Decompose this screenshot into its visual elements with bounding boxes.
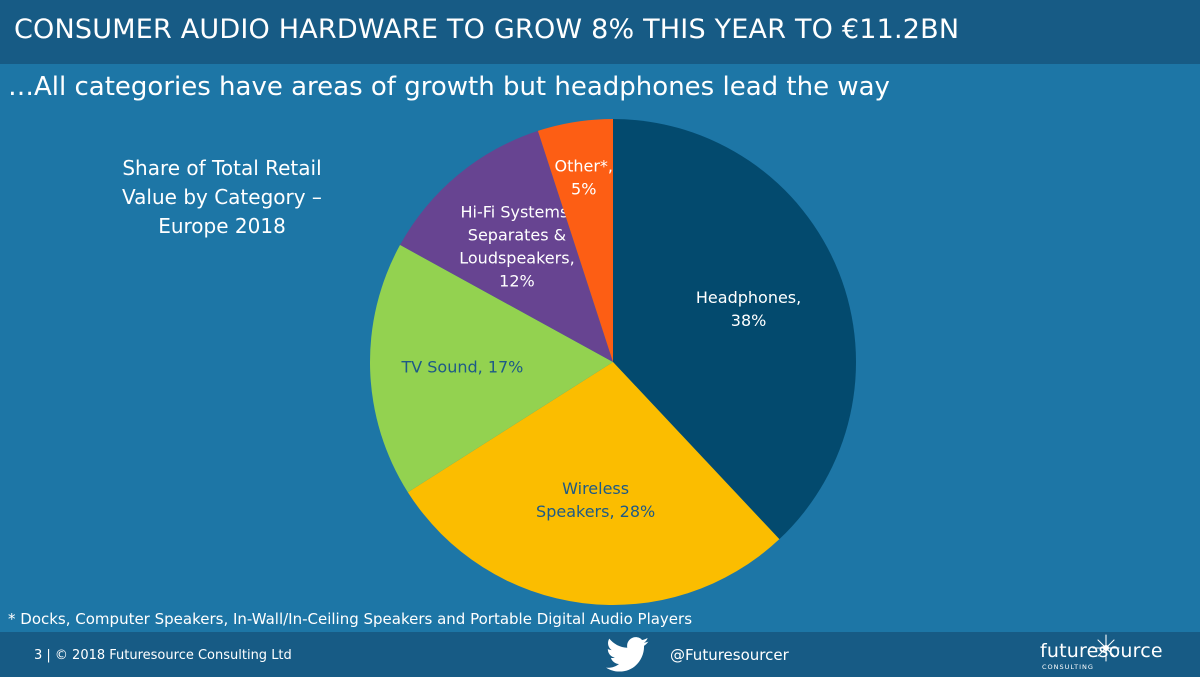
slice-label: Other*, 5%: [554, 157, 613, 199]
logo-subtext: CONSULTING: [1042, 663, 1094, 671]
twitter-handle[interactable]: @Futuresourcer: [670, 646, 789, 664]
slice-label-line: Hi-Fi Systems,: [461, 202, 574, 221]
pie-slice: [537, 119, 613, 362]
slice-label-line: 38%: [731, 311, 767, 330]
chart-title: Share of Total Retail Value by Category …: [84, 154, 360, 241]
logo-wordmark: futuresource: [1040, 640, 1163, 662]
slice-label-line: Separates &: [468, 225, 566, 244]
footnote: * Docks, Computer Speakers, In-Wall/In-C…: [8, 610, 693, 628]
slice-label-line: Wireless: [562, 479, 629, 498]
slice-label: Hi-Fi Systems, Separates & Loudspeakers, 12…: [459, 202, 574, 290]
chart-title-line: Share of Total Retail: [122, 156, 322, 180]
slide-subtitle: …All categories have areas of growth but…: [8, 72, 890, 102]
title-bar: CONSUMER AUDIO HARDWARE TO GROW 8% THIS …: [0, 0, 1200, 64]
pie-slice: [369, 244, 613, 493]
slice-label-line: Loudspeakers,: [459, 248, 574, 267]
slice-label-line: Other*,: [554, 157, 613, 176]
star-burst-icon: [1092, 634, 1120, 662]
slice-label-line: Headphones,: [696, 288, 801, 307]
slice-label: Headphones, 38%: [696, 288, 801, 330]
slice-label-line: 12%: [499, 271, 535, 290]
chart-title-line: Europe 2018: [158, 214, 286, 238]
slice-label-line: Speakers, 28%: [536, 502, 655, 521]
slide-title: CONSUMER AUDIO HARDWARE TO GROW 8% THIS …: [14, 14, 960, 45]
slice-label-line: TV Sound, 17%: [400, 358, 523, 377]
futuresource-logo: futuresource CONSULTING: [1040, 634, 1163, 674]
chart-title-line: Value by Category –: [122, 185, 322, 209]
footer-bar: 3 | © 2018 Futuresource Consulting Ltd @…: [0, 632, 1200, 677]
slice-label: Wireless Speakers, 28%: [536, 479, 655, 521]
pie-slice: [400, 130, 613, 362]
slice-label-line: 5%: [571, 180, 596, 199]
slice-label: TV Sound, 17%: [400, 358, 523, 377]
pie-slice: [407, 362, 780, 605]
twitter-bird-icon[interactable]: [604, 637, 652, 673]
pie-slice: [613, 119, 857, 540]
page-info: 3 | © 2018 Futuresource Consulting Ltd: [34, 648, 292, 663]
